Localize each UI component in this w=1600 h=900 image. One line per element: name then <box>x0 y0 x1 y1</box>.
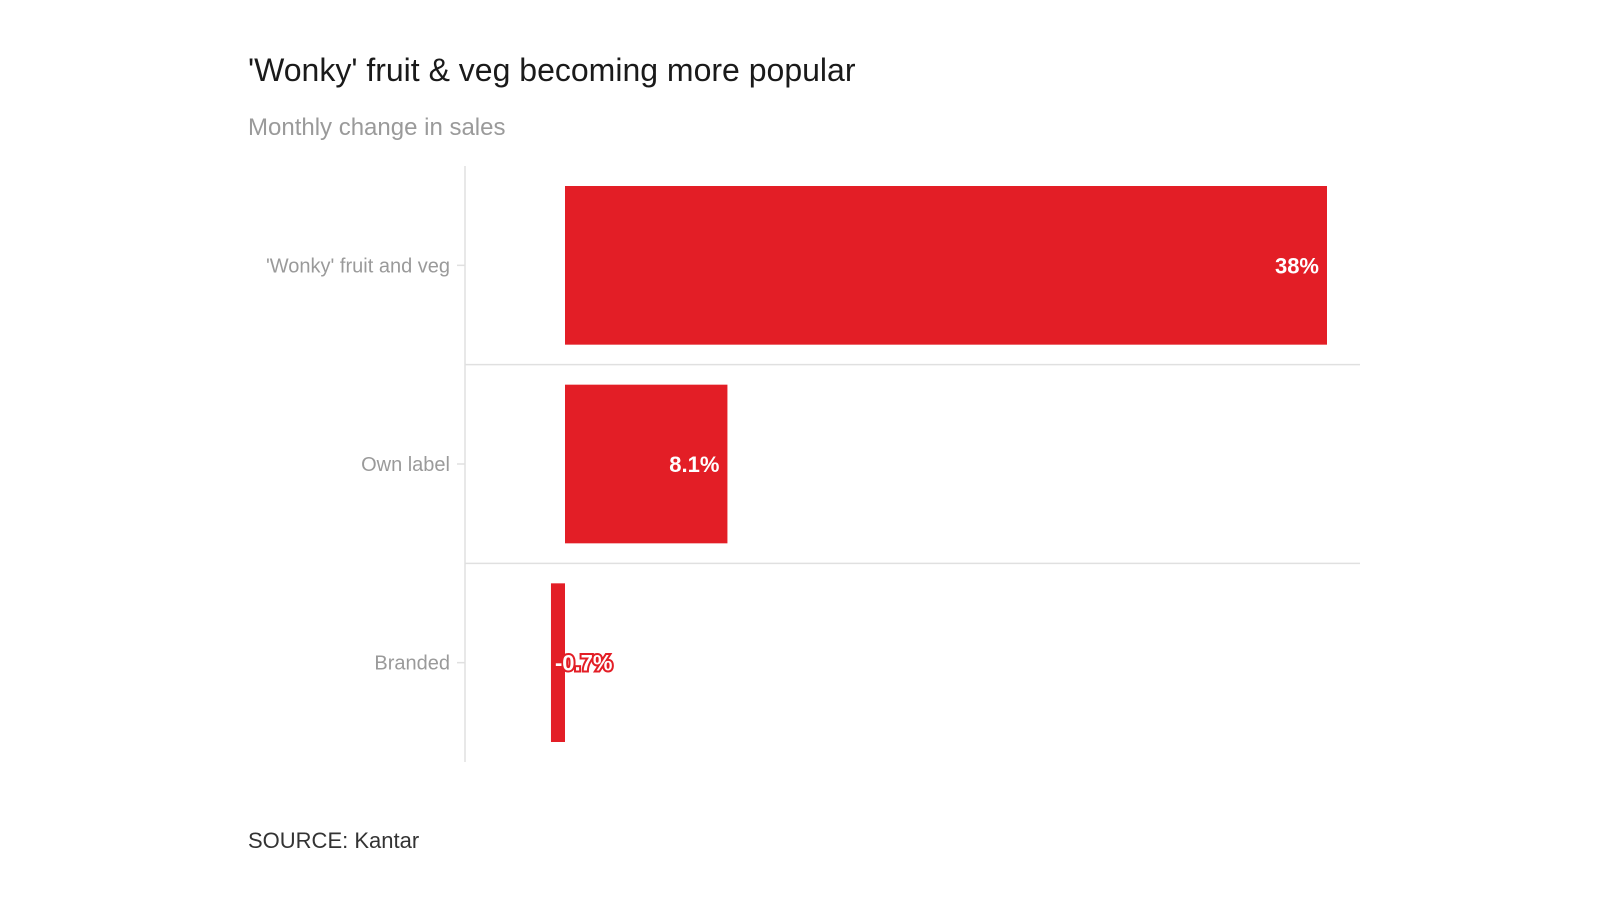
value-label: 38% <box>1275 253 1319 278</box>
chart-subtitle: Monthly change in sales <box>248 114 506 141</box>
category-label: 'Wonky' fruit and veg <box>266 255 450 277</box>
category-label: Own label <box>361 454 450 476</box>
chart-title: 'Wonky' fruit & veg becoming more popula… <box>248 52 856 88</box>
bar <box>565 384 728 544</box>
source-note: SOURCE: Kantar <box>248 828 420 853</box>
value-label: -0.7% <box>555 651 612 676</box>
category-label: Branded <box>374 653 450 675</box>
value-label: 8.1% <box>669 452 719 477</box>
bar <box>550 583 565 742</box>
bar <box>565 186 1327 345</box>
